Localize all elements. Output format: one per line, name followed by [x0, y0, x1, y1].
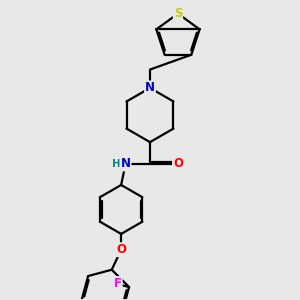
Text: H: H [112, 159, 121, 169]
Text: S: S [174, 7, 182, 20]
Text: F: F [114, 277, 122, 290]
Text: N: N [145, 81, 155, 94]
Text: O: O [116, 243, 126, 256]
Text: N: N [121, 158, 130, 170]
Text: O: O [173, 158, 183, 170]
